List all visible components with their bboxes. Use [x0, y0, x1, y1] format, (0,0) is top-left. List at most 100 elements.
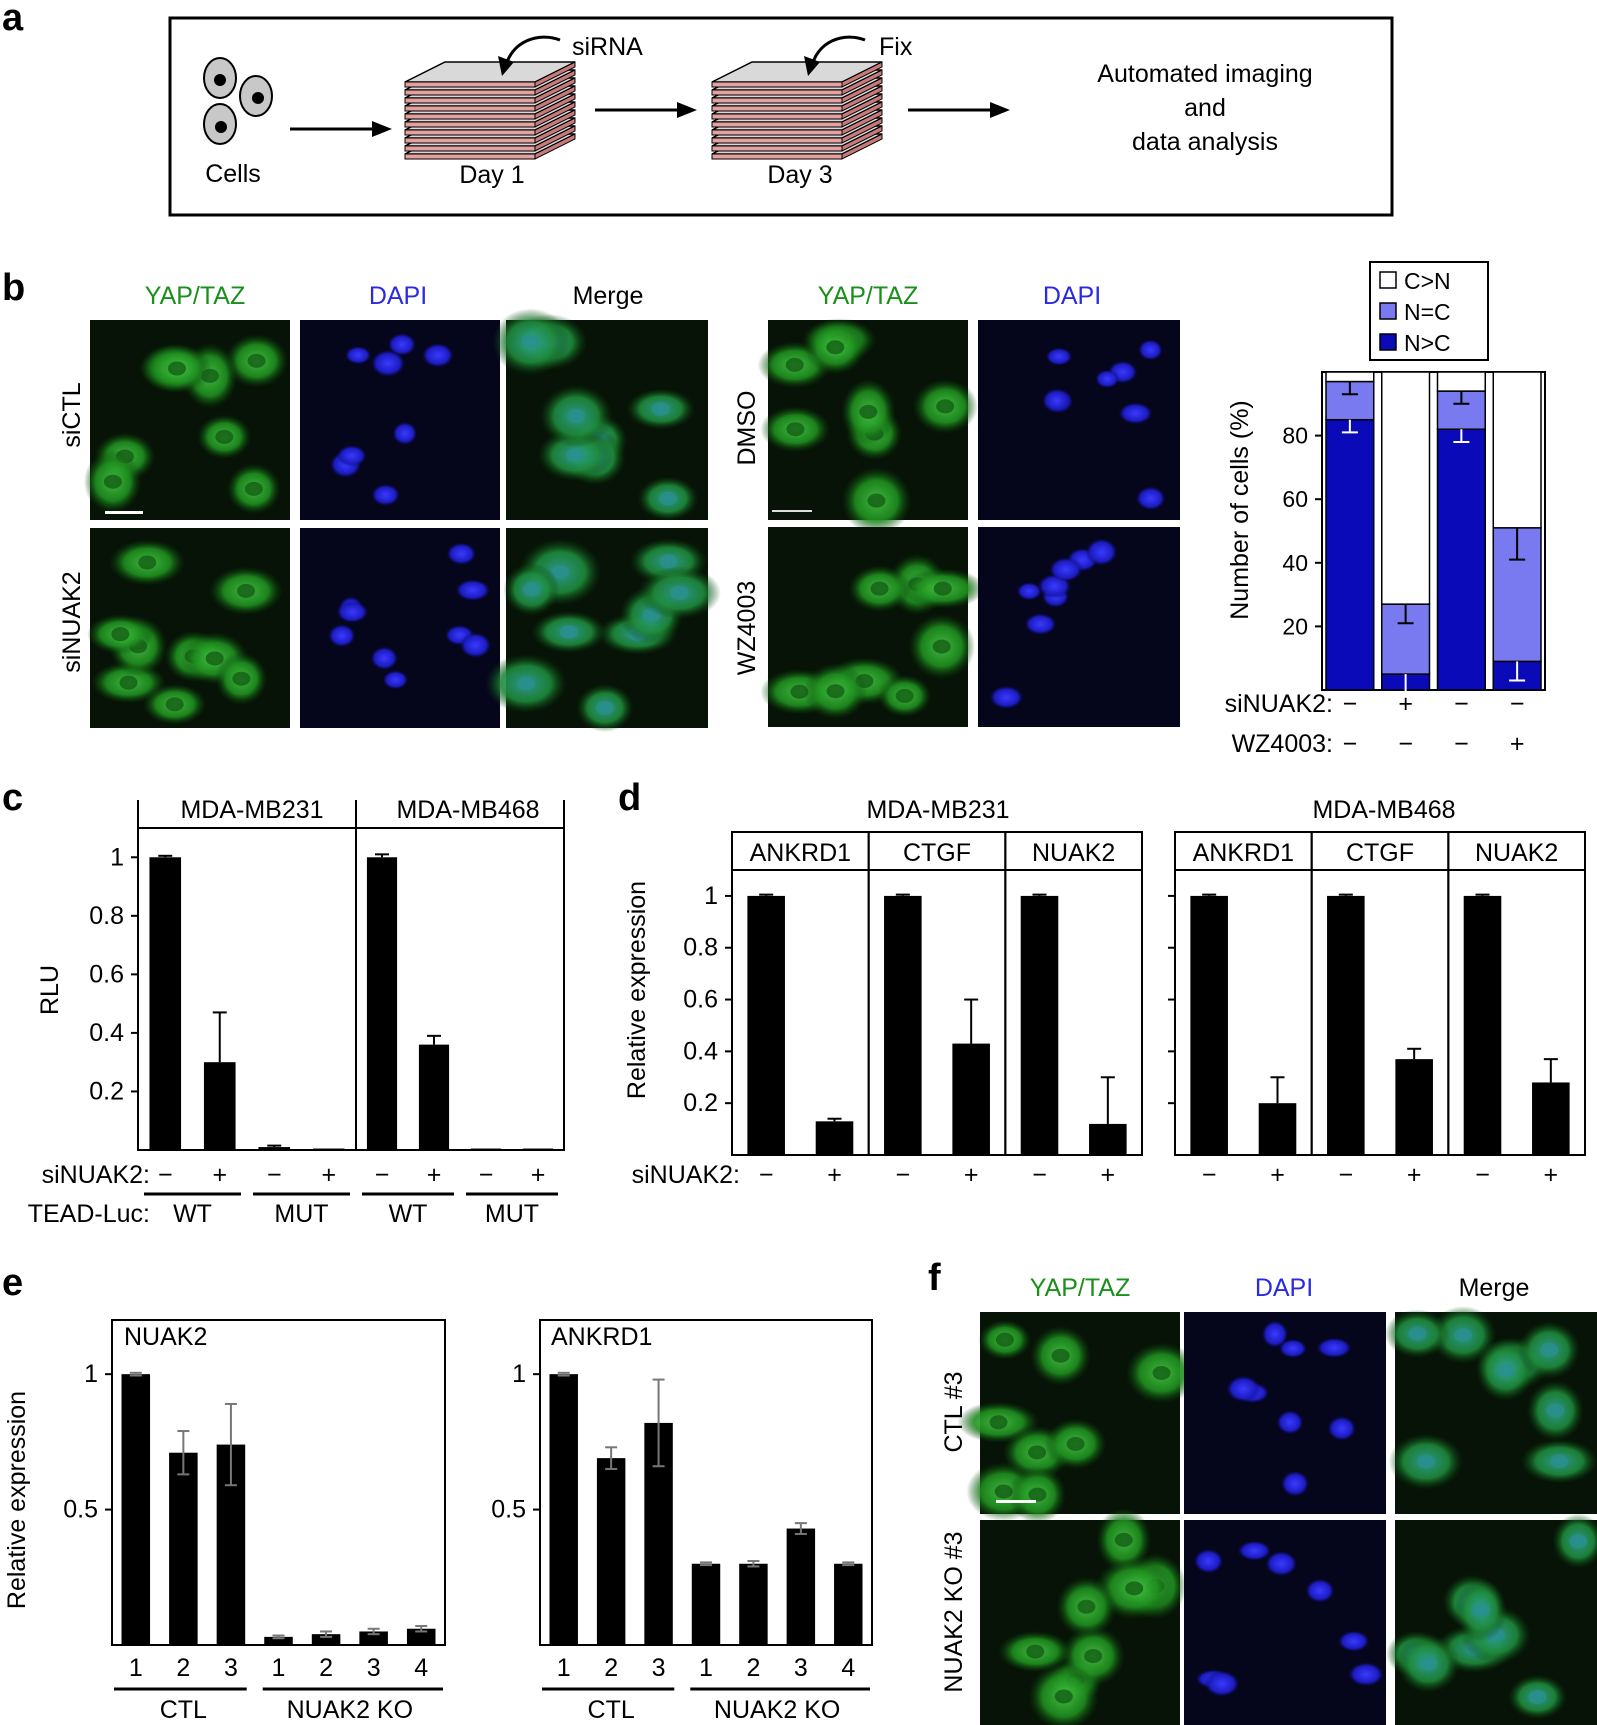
bar: [1089, 1123, 1127, 1155]
x-tick-label: 1: [557, 1654, 571, 1682]
nucleus: [392, 421, 418, 446]
c-group-mdamb231: MDA-MB231: [180, 796, 323, 824]
y-tick-label: 0.4: [683, 1037, 718, 1065]
c-group-mdamb468: MDA-MB468: [396, 796, 539, 824]
plate-front: [711, 89, 843, 96]
cell-nucleus: [1051, 1348, 1070, 1363]
treatment-sign: +: [1510, 730, 1525, 758]
bar-cgtn: [1325, 371, 1375, 383]
cell-nucleus: [670, 585, 689, 600]
cell-nucleus: [566, 448, 585, 463]
b2-row-wz4003: WZ4003: [733, 581, 761, 675]
gene-label: NUAK2: [1032, 839, 1115, 867]
bar: [1463, 895, 1502, 1155]
c-treatment-signs: − + − + − + − +WT MUT WT MUT: [144, 1161, 558, 1228]
gene-label: NUAK2: [1475, 839, 1558, 867]
cell-nucleus: [1077, 1599, 1096, 1614]
treatment-sign: −: [375, 1161, 390, 1189]
plate-front: [404, 145, 536, 152]
treatment-sign: −: [1202, 1161, 1217, 1189]
d-treatment-signs: − + − + − + − + − + − +: [759, 1161, 1558, 1189]
treatment-sign: +: [531, 1161, 546, 1189]
treatment-sign: −: [158, 1161, 173, 1189]
f-col-merge: Merge: [1459, 1274, 1530, 1302]
panel-label-a: a: [2, 0, 24, 39]
nucleus: [1278, 1338, 1308, 1359]
cell-nucleus: [1417, 1454, 1436, 1469]
treatment-sign: −: [1475, 1161, 1490, 1189]
cell-nucleus: [1472, 1603, 1491, 1618]
d-row-label-sinuak2: siNUAK2:: [632, 1161, 740, 1189]
bar: [149, 857, 182, 1150]
f-row-nuak2ko3: NUAK2 KO #3: [940, 1531, 968, 1692]
cell-nucleus: [859, 404, 878, 419]
nucleus: [336, 601, 369, 623]
plate-front: [711, 137, 843, 144]
bar: [1395, 1059, 1433, 1155]
b-col-yaptaz: YAP/TAZ: [145, 282, 245, 310]
y-tick-label: 1: [84, 1360, 98, 1388]
nucleus: [1042, 388, 1071, 413]
y-tick-label: 1: [704, 882, 718, 910]
y-tick-label: 40: [1282, 550, 1308, 576]
bar: [1327, 895, 1365, 1155]
x-tick-label: 1: [699, 1654, 713, 1682]
imaging-line-3: data analysis: [1132, 128, 1278, 156]
nucleus: [382, 670, 409, 690]
gene-box: [1004, 831, 1143, 1156]
plate-front: [404, 153, 536, 160]
x-tick-label: 3: [367, 1654, 381, 1682]
day3-label: Day 3: [767, 161, 832, 189]
scale-bar: [996, 1500, 1036, 1503]
nucleus: [1085, 538, 1118, 566]
bar-ngtc: [1436, 428, 1486, 691]
y-tick-label: 20: [1282, 613, 1308, 639]
cells-icon: [203, 57, 273, 145]
treatment-sign: +: [1544, 1161, 1559, 1189]
bar-cgtn: [1381, 371, 1431, 605]
panel-label-b: b: [2, 267, 25, 309]
y-tick-label: 0.2: [89, 1077, 124, 1105]
cell-nucleus: [1125, 1581, 1144, 1596]
nucleus: [1204, 1670, 1240, 1697]
plate-front: [404, 97, 536, 104]
arrow-1-head-icon: [372, 121, 392, 137]
c-row-label-teadluc: TEAD-Luc:: [28, 1200, 150, 1228]
fix-arrow-icon: [804, 56, 820, 76]
treatment-sign: −: [1454, 730, 1469, 758]
cell-nucleus: [1540, 1343, 1559, 1358]
treatment-sign: −: [1454, 690, 1469, 718]
nucleus: [989, 685, 1024, 710]
cell-nucleus: [1026, 1644, 1045, 1659]
plate-front: [404, 105, 536, 112]
treatment-sign: −: [1510, 690, 1525, 718]
plate-front: [404, 81, 536, 88]
cell-nucleus: [826, 684, 845, 699]
x-tick-label: 3: [652, 1654, 666, 1682]
bar: [1258, 1103, 1297, 1155]
nucleus: [1016, 582, 1042, 601]
treatment-sign: −: [1343, 690, 1358, 718]
nucleus: [1045, 347, 1073, 366]
tead-luc-label: WT: [389, 1200, 428, 1228]
y-tick-label: 1: [110, 843, 124, 871]
imaging-line-1: Automated imaging: [1097, 60, 1312, 88]
panel-label-d: d: [618, 777, 641, 819]
cell-nucleus: [517, 676, 536, 691]
cell-nucleus: [167, 361, 186, 376]
treatment-sign: +: [1270, 1161, 1285, 1189]
cell-nucleus: [995, 1332, 1014, 1347]
plate-front: [711, 129, 843, 136]
y-tick-label: 0.6: [683, 986, 718, 1014]
gene-label: ANKRD1: [750, 839, 851, 867]
bar-ngtc: [1325, 418, 1375, 691]
cell-nucleus: [933, 581, 952, 596]
bar: [470, 1148, 502, 1150]
plate-front: [711, 121, 843, 128]
bar: [418, 1044, 450, 1150]
bar: [264, 1636, 293, 1645]
nucleus: [1327, 1415, 1357, 1441]
x-tick-label: 3: [794, 1654, 808, 1682]
cell-nucleus: [1496, 1363, 1515, 1378]
bar: [366, 857, 398, 1150]
